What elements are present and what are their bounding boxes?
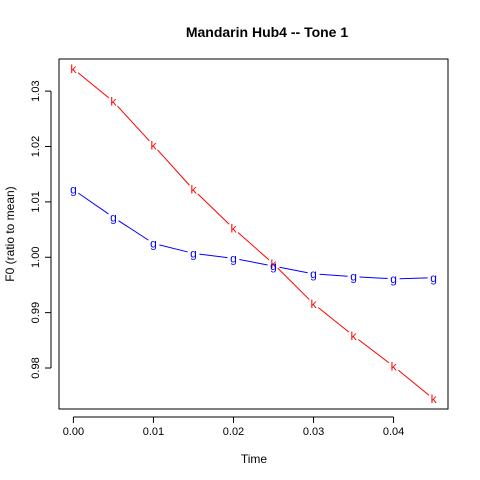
data-point-g: g xyxy=(190,246,197,260)
data-point-g: g xyxy=(270,259,277,273)
series-k-segment xyxy=(358,339,390,364)
series-k-segment xyxy=(317,307,350,333)
data-point-g: g xyxy=(150,236,157,250)
data-point-g: g xyxy=(110,210,117,224)
data-point-k: k xyxy=(110,95,117,109)
series-k: k k k k k k k k k k xyxy=(70,62,437,406)
series-k-segment xyxy=(157,149,190,186)
series-g-segment xyxy=(118,220,149,241)
data-point-k: k xyxy=(431,392,438,406)
data-point-g: g xyxy=(430,271,437,285)
y-axis-label: F0 (ratio to mean) xyxy=(3,186,17,281)
y-tick-label: 0.98 xyxy=(30,357,42,378)
series-g-segment xyxy=(399,277,428,280)
series-k-segment xyxy=(77,72,110,99)
x-tick-label: 0.04 xyxy=(383,426,404,438)
data-point-k: k xyxy=(190,183,197,197)
y-tick-label: 0.99 xyxy=(30,302,42,323)
series-k-segment xyxy=(277,267,310,300)
data-point-k: k xyxy=(311,297,318,311)
y-tick-label: 1.01 xyxy=(30,191,42,212)
chart-title: Mandarin Hub4 -- Tone 1 xyxy=(186,24,349,40)
series-g-segment xyxy=(199,253,228,259)
data-point-g: g xyxy=(390,272,397,286)
data-point-k: k xyxy=(150,138,157,152)
data-point-k: k xyxy=(70,62,77,76)
data-point-k: k xyxy=(391,359,398,373)
data-point-g: g xyxy=(70,183,77,197)
data-point-g: g xyxy=(310,267,317,281)
series-k-segment xyxy=(397,369,430,396)
series-g: g g g g g g g g g g xyxy=(70,183,437,286)
series-g-segment xyxy=(359,276,388,280)
series-k-segment xyxy=(237,232,270,261)
series-g-segment xyxy=(279,266,308,274)
plot-frame xyxy=(58,58,449,410)
series-k-segment xyxy=(197,193,230,225)
series-g-segment xyxy=(239,259,268,266)
x-axis-label: Time xyxy=(241,452,268,466)
data-point-k: k xyxy=(351,329,358,343)
data-point-g: g xyxy=(350,270,357,284)
x-tick-label: 0.02 xyxy=(223,426,244,438)
series-g-segment xyxy=(78,192,109,215)
data-point-g: g xyxy=(230,251,237,265)
y-tick-label: 1.03 xyxy=(30,80,42,101)
y-axis: 0.98 0.99 1.00 1.01 1.02 1.03 xyxy=(30,80,52,379)
x-tick-label: 0.01 xyxy=(143,426,164,438)
y-tick-label: 1.00 xyxy=(30,247,42,268)
data-point-k: k xyxy=(271,257,278,271)
y-tick-label: 1.02 xyxy=(30,136,42,157)
series-g-segment xyxy=(159,244,188,253)
data-point-k: k xyxy=(230,221,237,235)
x-axis: 0.00 0.01 0.02 0.03 0.04 xyxy=(63,416,404,438)
x-tick-label: 0.03 xyxy=(303,426,324,438)
series-g-segment xyxy=(319,273,348,277)
series-k-segment xyxy=(117,105,150,142)
x-tick-label: 0.00 xyxy=(63,426,84,438)
